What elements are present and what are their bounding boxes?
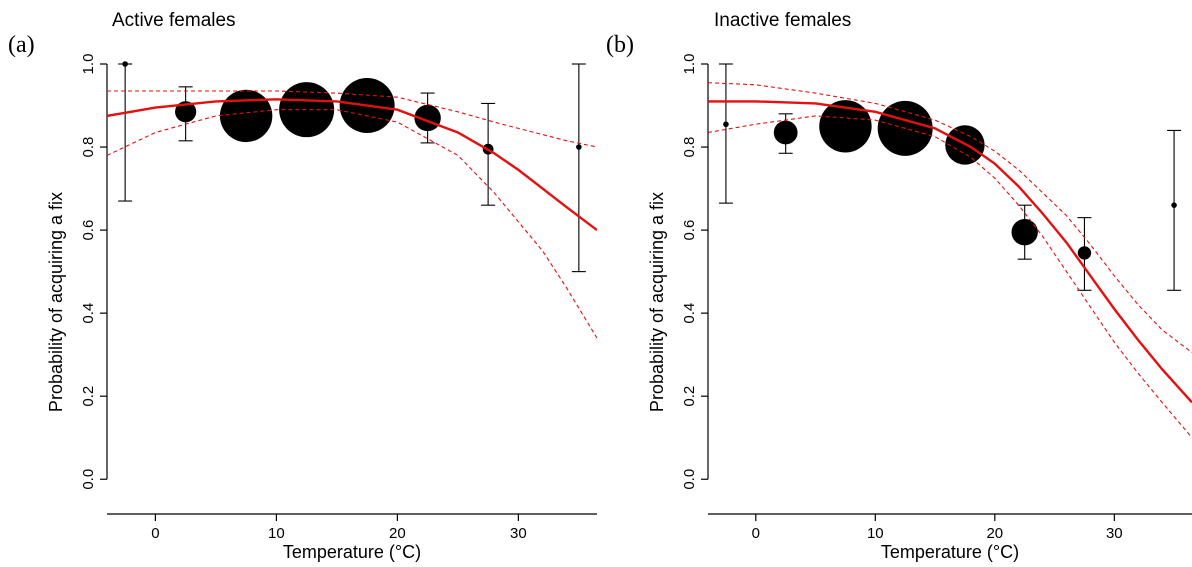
fitted-line bbox=[107, 98, 597, 232]
x-tick-label: 30 bbox=[1106, 525, 1123, 542]
data-point bbox=[122, 61, 128, 67]
data-point bbox=[819, 100, 872, 153]
data-point bbox=[219, 89, 273, 143]
x-tick-label: 10 bbox=[867, 525, 884, 542]
y-tick-label: 0.0 bbox=[80, 469, 97, 490]
ci-lower-line bbox=[107, 109, 597, 339]
data-point bbox=[773, 120, 798, 145]
panel-a: (a) Active females 0.0 0.2 0.4 0.6 0.8 1.0 0 10 20… bbox=[8, 10, 597, 562]
y-tick-label: 0.2 bbox=[80, 386, 97, 407]
panel-b: (b) Inactive females 0.0 0.2 0.4 0.6 0.8 1.0 0 10… bbox=[606, 10, 1192, 562]
y-tick-label: 0.4 bbox=[80, 303, 97, 324]
panel-letter: (b) bbox=[606, 32, 634, 58]
data-point bbox=[576, 144, 582, 150]
chart-title: Inactive females bbox=[714, 10, 851, 31]
data-point bbox=[175, 101, 197, 123]
y-tick-label: 0.8 bbox=[681, 137, 698, 158]
x-axis-label: Temperature (°C) bbox=[283, 542, 421, 562]
chart-title: Active females bbox=[112, 10, 236, 31]
x-tick-label: 30 bbox=[510, 525, 527, 542]
x-tick-label: 0 bbox=[151, 525, 159, 542]
data-point bbox=[723, 121, 729, 128]
y-tick-label: 0.6 bbox=[681, 220, 698, 241]
y-tick-label: 1.0 bbox=[80, 54, 97, 75]
ci-lower-line bbox=[708, 115, 1192, 439]
y-axis-label: Probability of acquiring a fix bbox=[46, 192, 66, 412]
y-axis-label: Probability of acquiring a fix bbox=[647, 192, 667, 412]
y-tick-label: 1.0 bbox=[681, 54, 698, 75]
data-point bbox=[279, 82, 335, 138]
data-point bbox=[1077, 246, 1092, 260]
data-point bbox=[1171, 202, 1177, 208]
fitted-line bbox=[708, 100, 1192, 404]
panel-letter: (a) bbox=[8, 32, 35, 58]
ci-upper-line bbox=[107, 90, 597, 148]
x-tick-label: 10 bbox=[268, 525, 285, 542]
y-tick-label: 0.6 bbox=[80, 220, 97, 241]
data-point bbox=[1011, 218, 1038, 246]
x-tick-label: 0 bbox=[752, 525, 760, 542]
x-tick-label: 20 bbox=[986, 525, 1003, 542]
y-tick-label: 0.0 bbox=[681, 469, 698, 490]
y-tick-label: 0.2 bbox=[681, 386, 698, 407]
x-axis-label: Temperature (°C) bbox=[881, 542, 1019, 562]
y-tick-label: 0.8 bbox=[80, 137, 97, 158]
ci-upper-line bbox=[708, 82, 1192, 354]
y-tick-label: 0.4 bbox=[681, 303, 698, 324]
x-tick-label: 20 bbox=[389, 525, 406, 542]
